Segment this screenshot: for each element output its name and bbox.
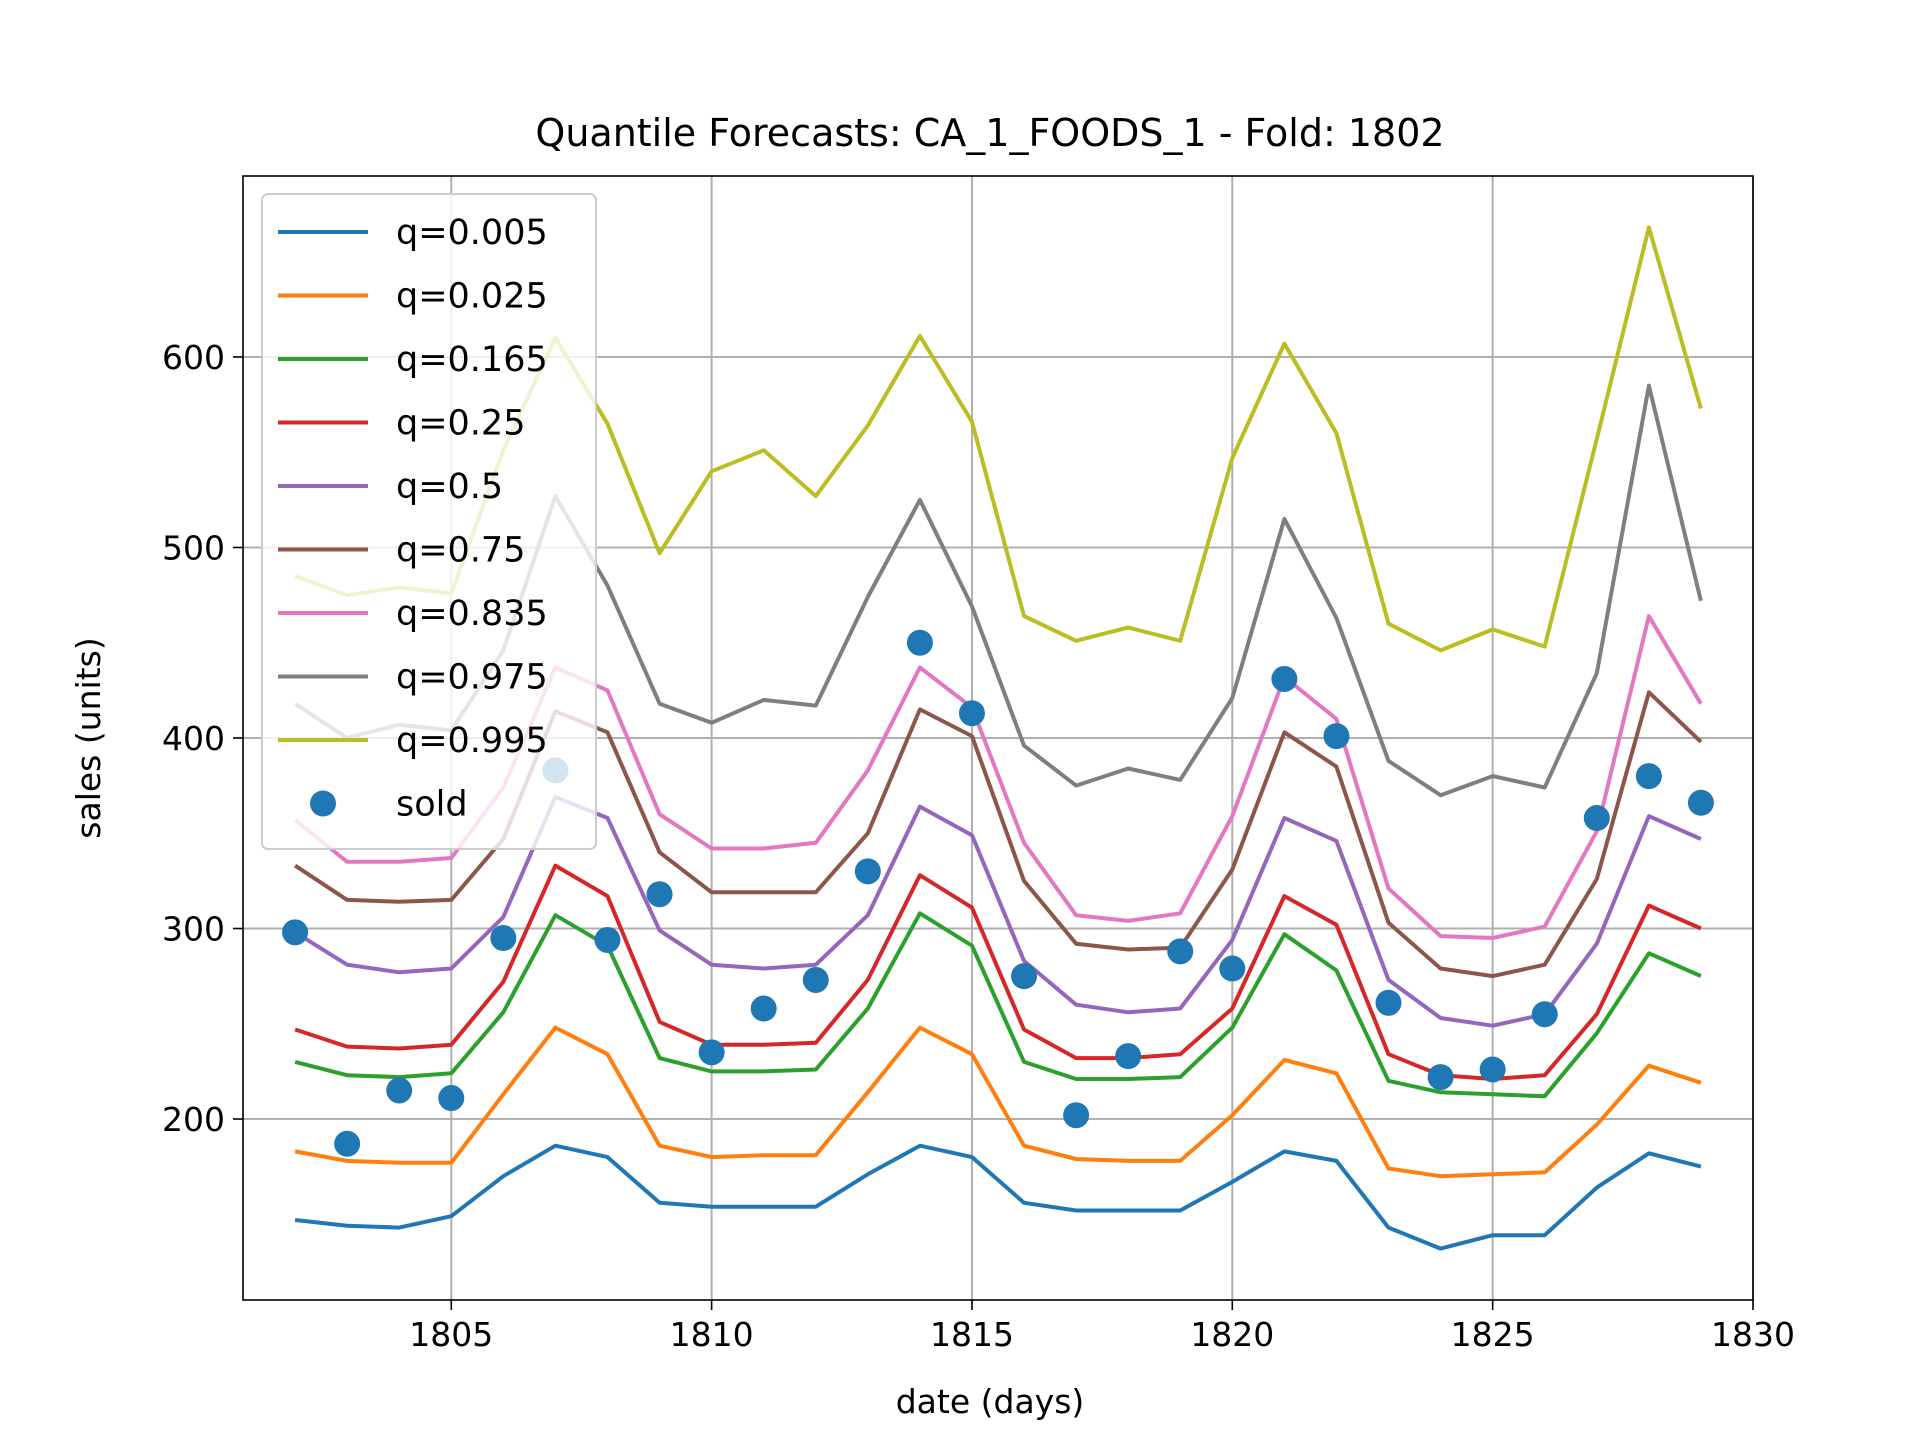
series-line-q=0.165 [294,911,1702,1099]
sold-point [594,926,621,953]
sold-point [1271,665,1298,692]
y-tick-label: 600 [162,338,225,377]
x-axis-label: date (days) [896,1382,1085,1421]
sold-point [438,1085,465,1112]
sold-point [906,629,933,656]
sold-point [1063,1102,1090,1129]
x-tick-label: 1815 [930,1315,1014,1354]
x-tick-label: 1810 [670,1315,754,1354]
sold-point [1687,789,1714,816]
sold-point [854,858,881,885]
legend: q=0.005 q=0.025 q=0.165 q=0.25 q=0.5 q=0.75 q=… [261,193,597,850]
sold-point [698,1039,725,1066]
sold-point [1323,723,1350,750]
legend-label: q=0.5 [396,467,503,507]
legend-label: q=0.75 [396,531,525,571]
x-tick-label: 1830 [1711,1315,1795,1354]
x-axis-ticks: 1805 1810 1815 1820 1825 1830 [409,1300,1795,1354]
sold-point [958,700,985,727]
sold-point [802,966,829,993]
sold-point [1167,938,1194,965]
chart-title: Quantile Forecasts: CA_1_FOODS_1 - Fold:… [535,111,1444,155]
y-tick-label: 400 [162,719,225,758]
x-tick-label: 1820 [1190,1315,1274,1354]
sold-point [1531,1001,1558,1028]
sold-point [1375,989,1402,1016]
sold-point [1479,1056,1506,1083]
legend-label: q=0.25 [396,404,525,444]
legend-swatch [310,790,336,817]
series-line-q=0.25 [294,863,1702,1081]
legend-label: q=0.975 [396,658,548,698]
legend-label: sold [396,785,468,825]
x-tick-label: 1805 [409,1315,493,1354]
sold-point [1011,963,1038,990]
sold-point [1219,955,1246,982]
sold-point [750,995,777,1022]
sold-point [1583,805,1610,832]
sold-point [282,919,309,946]
sold-point [334,1130,361,1157]
sold-point [646,881,673,908]
series-line-q=0.5 [294,795,1702,1028]
y-tick-label: 200 [162,1100,225,1139]
y-tick-label: 500 [162,528,225,567]
legend-label: q=0.005 [396,213,548,253]
x-tick-label: 1825 [1451,1315,1535,1354]
legend-label: q=0.995 [396,721,548,761]
legend-label: q=0.165 [396,340,548,380]
y-tick-label: 300 [162,910,225,949]
sold-point [490,925,517,952]
sold-points [282,629,1714,1157]
y-axis-label: sales (units) [69,637,108,838]
sold-point [386,1077,413,1104]
sold-point [1427,1064,1454,1091]
y-axis-ticks: 200 300 400 500 600 [162,338,243,1139]
series-line-q=0.005 [294,1143,1702,1251]
legend-label: q=0.835 [396,594,548,634]
legend-label: q=0.025 [396,277,548,317]
sold-point [1115,1043,1142,1070]
sold-point [1635,763,1662,790]
series-line-q=0.025 [294,1025,1702,1179]
